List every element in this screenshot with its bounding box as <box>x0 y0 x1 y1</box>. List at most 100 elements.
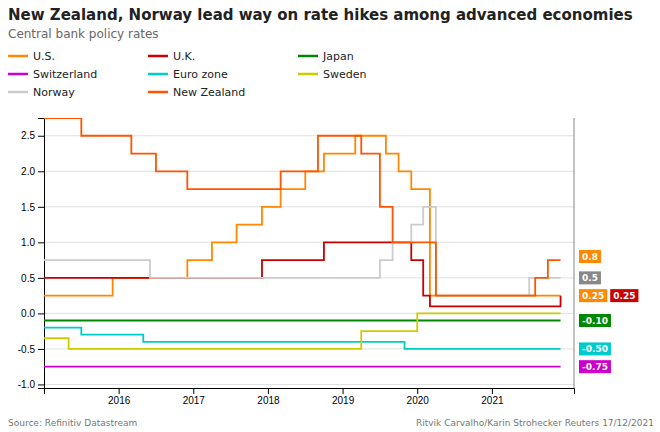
end-label-text: -0.10 <box>582 316 608 326</box>
end-label-box <box>579 360 611 373</box>
y-tick-label: 1.0 <box>21 237 35 248</box>
end-label-box <box>579 314 611 327</box>
x-tick-label: 2016 <box>108 395 131 406</box>
series-line <box>44 136 561 296</box>
end-label-box <box>579 289 607 302</box>
grid-line <box>44 384 574 385</box>
y-tick-label: 2.0 <box>21 166 35 177</box>
x-tick-mark <box>119 388 120 394</box>
legend-label: U.K. <box>173 50 195 63</box>
plot-area <box>44 118 561 367</box>
legend-swatch <box>148 55 168 58</box>
title: New Zealand, Norway lead way on rate hik… <box>8 6 633 24</box>
subtitle: Central bank policy rates <box>8 27 159 41</box>
legend-item: Switzerland <box>8 68 97 81</box>
end-label: 0.8 <box>579 250 601 263</box>
y-tick-label: 1.5 <box>21 202 35 213</box>
end-label-text: -0.50 <box>582 344 608 354</box>
legend-label: Norway <box>33 86 75 99</box>
annotation: Ritvik Carvalho/Karin Strohecker Reuters… <box>416 418 654 428</box>
y-tick-mark <box>38 136 44 137</box>
y-tick-mark <box>38 207 44 208</box>
legend-label: Sweden <box>323 68 366 81</box>
legend-label: U.S. <box>33 50 55 63</box>
end-label-box <box>610 289 638 302</box>
x-tick-mark <box>268 388 269 394</box>
grid-line <box>44 242 574 243</box>
legend-item: Norway <box>8 86 75 99</box>
y-tick-mark <box>38 384 44 385</box>
series-line <box>44 320 561 322</box>
x-tick: 2019 <box>332 388 355 406</box>
x-tick-mark <box>492 388 493 394</box>
y-tick: -1.0 <box>18 379 44 390</box>
legend-item: U.K. <box>148 50 195 63</box>
x-tick-mark <box>417 388 418 394</box>
end-label: 0.25 <box>610 289 638 302</box>
y-tick: 2.0 <box>21 166 44 177</box>
legend-item: Euro zone <box>148 68 228 81</box>
end-label: -0.10 <box>579 314 611 327</box>
y-tick: 0.0 <box>21 308 44 319</box>
legend-swatch <box>8 55 28 58</box>
y-tick-mark <box>38 171 44 172</box>
end-label-text: 0.25 <box>582 291 604 301</box>
end-label: -0.75 <box>579 360 611 373</box>
y-axis: -1.0-0.50.00.51.01.52.02.5 <box>18 119 45 391</box>
y-tick: -0.5 <box>18 344 44 355</box>
end-label-box <box>579 250 601 263</box>
y-tick-label: -0.5 <box>18 344 36 355</box>
y-tick-label: 0.5 <box>21 273 35 284</box>
end-label: 0.25 <box>579 289 607 302</box>
end-label-text: 0.25 <box>613 291 635 301</box>
y-tick-label: -1.0 <box>18 379 36 390</box>
end-label: -0.50 <box>579 342 611 355</box>
series-line <box>44 207 561 296</box>
legend-swatch <box>148 91 168 94</box>
legend-swatch <box>298 55 318 58</box>
x-tick-label: 2017 <box>183 395 206 406</box>
y-axis-line <box>38 119 45 389</box>
legend-swatch <box>298 73 318 76</box>
y-tick-mark <box>38 349 44 350</box>
x-tick: 2018 <box>257 388 280 406</box>
legend-swatch <box>8 91 28 94</box>
legend-item: New Zealand <box>148 86 245 99</box>
right-axis-line <box>574 118 575 388</box>
end-label-text: 0.8 <box>582 252 598 262</box>
annotation: Source: Refinitiv Datastream <box>8 418 137 428</box>
x-tick: 2017 <box>183 388 206 406</box>
end-label-text: 0.5 <box>582 273 598 283</box>
grid <box>44 136 574 385</box>
chart: New Zealand, Norway lead way on rate hik… <box>0 0 660 432</box>
x-tick: 2016 <box>108 388 131 406</box>
x-tick-label: 2020 <box>407 395 430 406</box>
end-labels: 0.8 0.5 0.25 0.25 -0.10 -0.50 -0.75 <box>579 250 638 373</box>
legend-label: Euro zone <box>173 68 228 81</box>
y-tick-mark <box>38 313 44 314</box>
series-line <box>44 242 561 306</box>
y-tick-mark <box>38 242 44 243</box>
legend-label: Switzerland <box>33 68 97 81</box>
x-tick-label: 2018 <box>257 395 280 406</box>
x-tick-mark <box>193 388 194 394</box>
legend-item: Japan <box>298 50 354 63</box>
end-label-text: -0.75 <box>582 362 608 372</box>
legend-swatch <box>8 73 28 76</box>
series-line <box>44 313 561 349</box>
x-tick-label: 2021 <box>481 395 504 406</box>
end-label: 0.5 <box>579 271 601 284</box>
grid-line <box>44 206 574 207</box>
legend-item: Sweden <box>298 68 366 81</box>
y-tick: 1.5 <box>21 202 44 213</box>
end-label-box <box>579 271 601 284</box>
y-tick: 0.5 <box>21 273 44 284</box>
series-line <box>44 118 561 296</box>
x-axis: 2016 2017 2018 2019 2020 2021 <box>45 388 575 406</box>
series-line <box>44 328 561 349</box>
x-tick: 2020 <box>407 388 430 406</box>
legend-swatch <box>148 73 168 76</box>
x-axis-line <box>45 389 575 395</box>
y-tick-mark <box>38 278 44 279</box>
y-tick-label: 0.0 <box>21 308 35 319</box>
